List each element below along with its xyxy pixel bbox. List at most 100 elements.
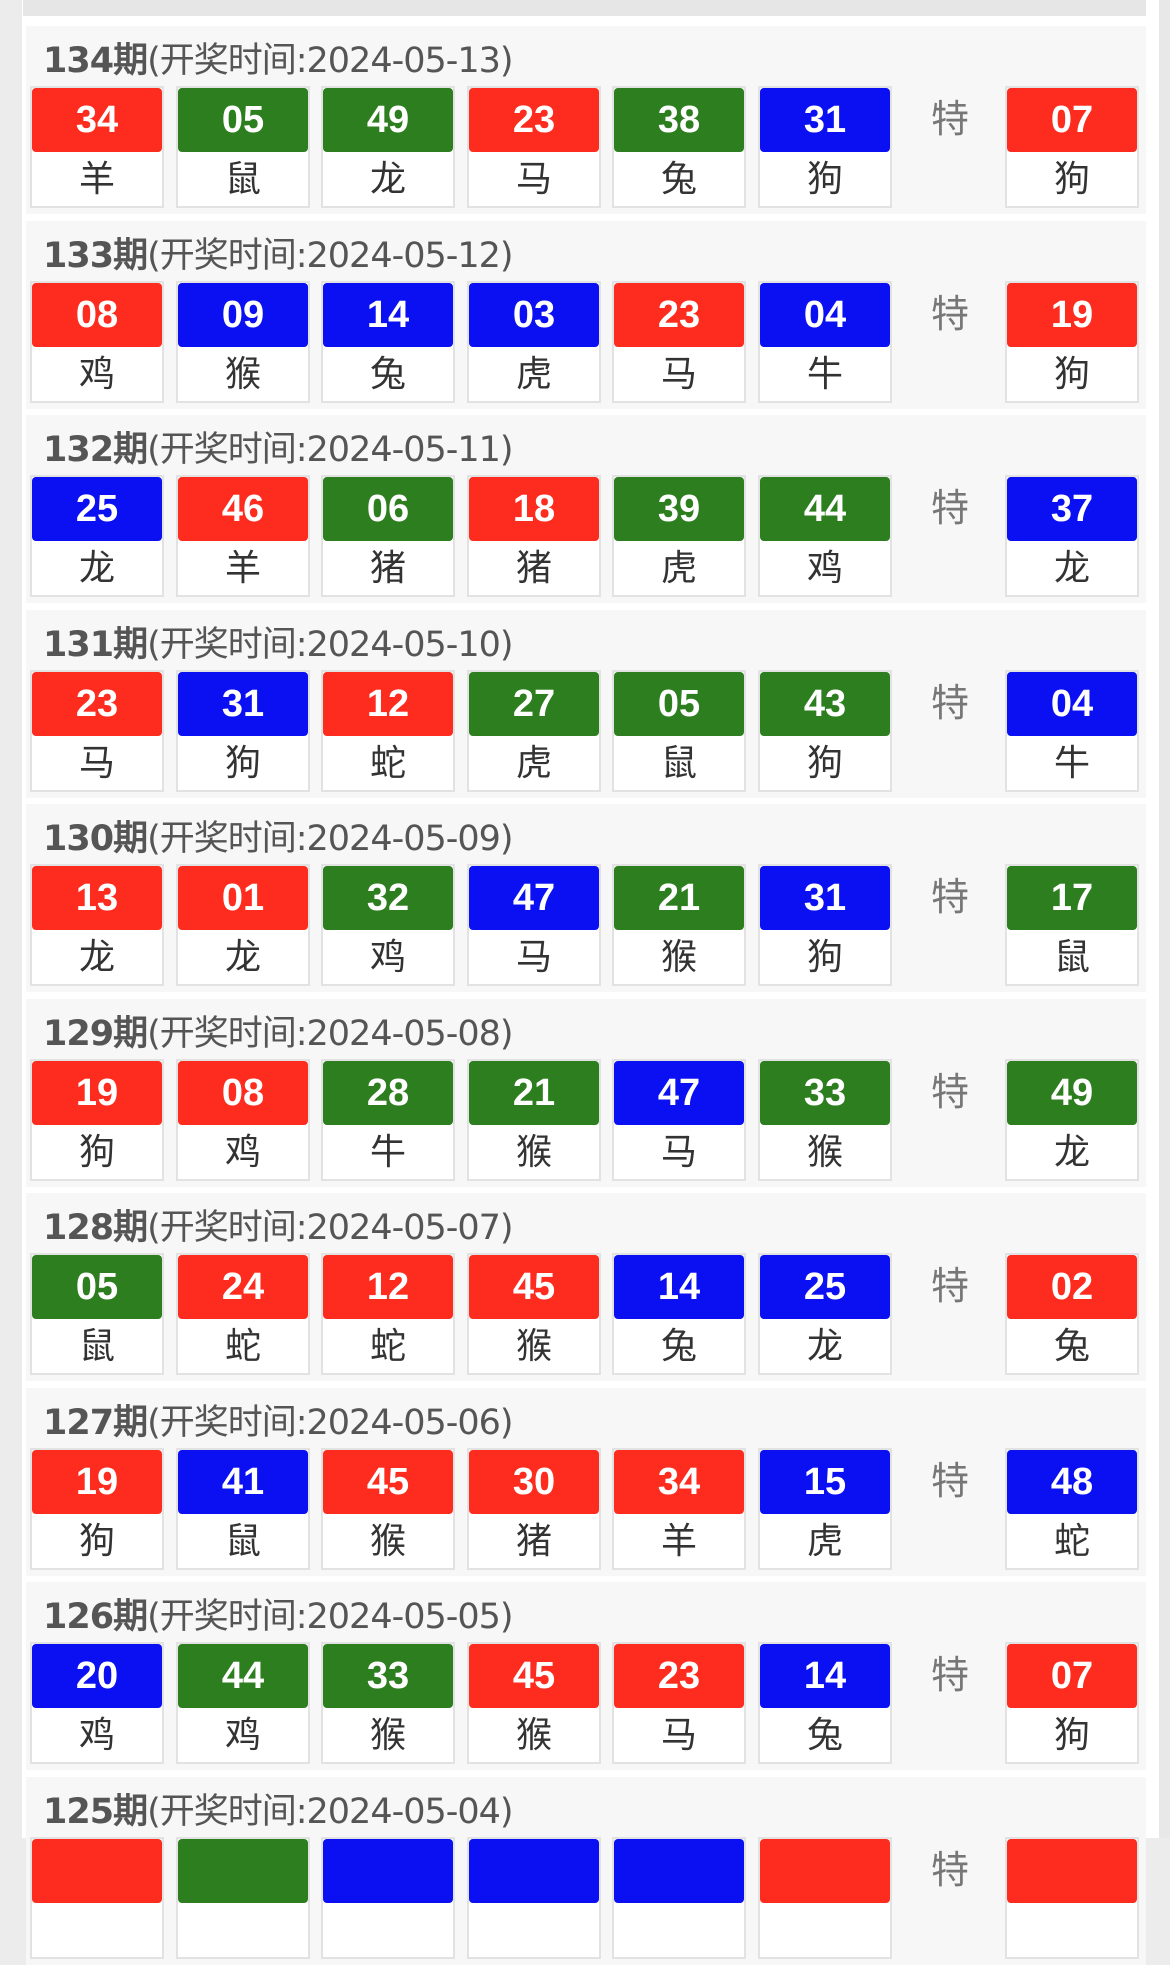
ball-number: 02 xyxy=(1007,1255,1137,1319)
zodiac-label: 兔 xyxy=(806,1715,843,1756)
zodiac-label: 猪 xyxy=(515,548,552,589)
zodiac-label: 牛 xyxy=(806,353,843,395)
ball-cell xyxy=(30,1836,164,1959)
zodiac-label: 蛇 xyxy=(1053,1520,1090,1562)
period-number: 129 xyxy=(43,1013,114,1054)
ball-cell xyxy=(176,1836,310,1959)
zodiac-label: 狗 xyxy=(78,1520,115,1562)
ball-cell: 44 鸡 xyxy=(176,1642,310,1764)
draw-date: (开奖时间:2024-05-09) xyxy=(147,819,514,859)
zodiac-label: 猴 xyxy=(224,353,261,395)
zodiac-label: 马 xyxy=(660,353,697,395)
ball-cell: 24 蛇 xyxy=(176,1253,310,1375)
ball-number xyxy=(323,1838,453,1903)
zodiac-label: 兔 xyxy=(369,353,406,395)
zodiac-label: 狗 xyxy=(806,937,843,978)
ball-number: 44 xyxy=(178,1644,308,1708)
draw-date: (开奖时间:2024-05-13) xyxy=(147,41,514,81)
ball-cell: 27 虎 xyxy=(467,669,601,792)
zodiac-label: 鼠 xyxy=(224,159,261,200)
ball-cell: 46 羊 xyxy=(176,475,310,597)
period-suffix: 期 xyxy=(113,624,148,665)
zodiac-label: 猪 xyxy=(369,548,406,589)
period-suffix: 期 xyxy=(113,819,148,859)
zodiac-label: 猴 xyxy=(515,1131,552,1173)
ball-number: 23 xyxy=(469,88,599,152)
ball-cell xyxy=(758,1836,892,1959)
ball-cell: 19 狗 xyxy=(30,1447,164,1570)
ball-number: 38 xyxy=(614,88,744,152)
zodiac-label: 龙 xyxy=(369,159,406,200)
ball-number: 27 xyxy=(469,671,599,736)
ball-number: 31 xyxy=(178,671,308,736)
ball-cell: 09 猴 xyxy=(176,280,310,403)
ball-cell: 34 羊 xyxy=(30,86,164,208)
ball-cell: 05 鼠 xyxy=(612,669,746,792)
ball-cell: 04 牛 xyxy=(758,280,892,403)
ball-number: 48 xyxy=(1007,1449,1137,1514)
ball-number: 13 xyxy=(32,866,162,930)
draw-header: 130期(开奖时间:2024-05-09) xyxy=(43,810,514,861)
zodiac-label: 羊 xyxy=(660,1520,697,1562)
ball-cell: 33 猴 xyxy=(321,1642,455,1764)
draw-record: 125期(开奖时间:2024-05-04) 特 xyxy=(26,1776,1146,1965)
draw-date: (开奖时间:2024-05-07) xyxy=(147,1208,514,1248)
special-label: 特 xyxy=(931,1653,970,1697)
draw-record: 133期(开奖时间:2024-05-12) 08 鸡 09 猴 14 兔 03 虎 23 马 04 牛特… xyxy=(26,220,1146,409)
ball-cell: 12 蛇 xyxy=(321,669,455,792)
ball-number: 28 xyxy=(323,1060,453,1125)
special-label: 特 xyxy=(931,1069,970,1114)
zodiac-label xyxy=(1007,1903,1137,1959)
ball-cell: 21 猴 xyxy=(467,1058,601,1181)
zodiac-label: 鸡 xyxy=(224,1715,261,1756)
zodiac-label: 牛 xyxy=(1053,742,1090,784)
ball-number: 45 xyxy=(469,1255,599,1319)
ball-cell: 01 龙 xyxy=(176,864,310,986)
ball-cell: 31 狗 xyxy=(758,86,892,208)
ball-number: 33 xyxy=(760,1060,890,1125)
ball-cell: 25 龙 xyxy=(758,1253,892,1375)
zodiac-label: 蛇 xyxy=(369,742,406,784)
zodiac-label xyxy=(760,1903,890,1959)
ball-number: 19 xyxy=(32,1449,162,1514)
ball-number xyxy=(469,1838,599,1903)
special-ball-cell: 07 狗 xyxy=(1005,86,1139,208)
zodiac-label: 羊 xyxy=(78,159,115,200)
zodiac-label: 狗 xyxy=(224,742,261,784)
ball-cell: 14 兔 xyxy=(612,1253,746,1375)
draw-record: 126期(开奖时间:2024-05-05) 20 鸡 44 鸡 33 猴 45 猴 23 马 14 兔特… xyxy=(26,1582,1146,1770)
top-bar xyxy=(23,0,1146,16)
ball-number: 34 xyxy=(614,1449,744,1514)
period-suffix: 期 xyxy=(113,1597,148,1637)
draw-date: (开奖时间:2024-05-05) xyxy=(147,1597,514,1637)
draw-header: 131期(开奖时间:2024-05-10) xyxy=(43,616,514,667)
ball-number: 43 xyxy=(760,671,890,736)
ball-number: 15 xyxy=(760,1449,890,1514)
ball-cell: 47 马 xyxy=(612,1058,746,1181)
ball-number: 44 xyxy=(760,477,890,541)
zodiac-label: 虎 xyxy=(806,1520,843,1562)
zodiac-label: 鼠 xyxy=(1053,937,1090,978)
draw-date: (开奖时间:2024-05-08) xyxy=(147,1013,514,1054)
zodiac-label: 猴 xyxy=(369,1520,406,1562)
period-suffix: 期 xyxy=(113,1013,148,1054)
ball-number: 33 xyxy=(323,1644,453,1708)
zodiac-label: 马 xyxy=(660,1715,697,1756)
zodiac-label: 马 xyxy=(660,1131,697,1173)
period-number: 132 xyxy=(43,430,114,470)
zodiac-label: 狗 xyxy=(806,159,843,200)
ball-number: 30 xyxy=(469,1449,599,1514)
draw-header: 126期(开奖时间:2024-05-05) xyxy=(43,1588,514,1639)
zodiac-label: 鸡 xyxy=(78,353,115,395)
ball-number: 17 xyxy=(1007,866,1137,930)
draw-header: 127期(开奖时间:2024-05-06) xyxy=(43,1394,514,1445)
ball-cell: 31 狗 xyxy=(758,864,892,986)
zodiac-label: 虎 xyxy=(515,353,552,395)
ball-number: 45 xyxy=(323,1449,453,1514)
period-number: 127 xyxy=(43,1402,114,1443)
ball-cell: 21 猴 xyxy=(612,864,746,986)
ball-number: 04 xyxy=(760,282,890,347)
ball-number: 08 xyxy=(32,282,162,347)
scrollbar-track[interactable] xyxy=(1159,0,1170,1838)
zodiac-label: 兔 xyxy=(660,1326,697,1367)
